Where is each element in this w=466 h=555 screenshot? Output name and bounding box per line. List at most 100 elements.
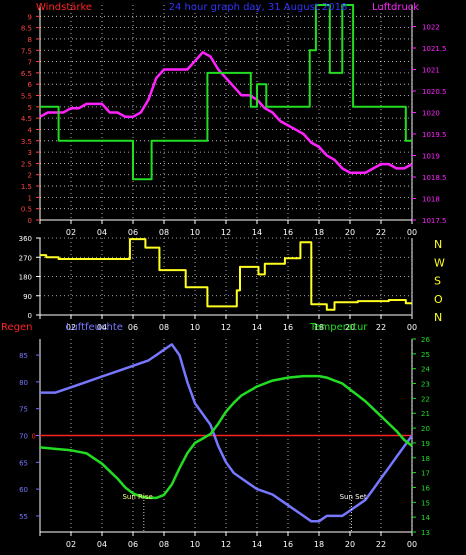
wind-pressure-xtick-label: 04 [97,228,107,237]
wind-direction-compass-label: W [434,256,445,269]
humidity-axis-title: Luftfeuchte [66,322,123,333]
wind-direction-ytick-label: 180 [19,274,32,282]
wind-pressure-xtick-label: 20 [345,228,355,237]
wind-speed-series-line [40,4,412,181]
humidity-ytick-label: 85 [19,352,28,360]
wind-ytick-label: 0.5 [21,206,32,214]
wind-direction-compass-label: N [434,311,442,324]
humidity-temperature-xtick-label: 10 [190,540,200,549]
wind-ytick-label: 3 [28,149,32,157]
temperature-ytick-label: 15 [421,499,430,507]
temperature-ytick-label: 24 [421,366,430,374]
pressure-axis-title: Luftdruck [372,2,419,13]
humidity-temperature-xtick-label: 06 [128,540,138,549]
pressure-ytick-label: 1022 [422,24,440,32]
pressure-ytick-label: 1020.5 [422,88,447,96]
temperature-ytick-label: 23 [421,381,430,389]
humidity-temperature-xtick-label: 20 [345,540,355,549]
wind-ytick-label: 8 [28,36,32,44]
wind-direction-compass-label: N [434,238,442,251]
wind-direction-compass-label: S [434,275,441,288]
wind-ytick-label: 6 [28,81,33,89]
temperature-ytick-label: 25 [421,351,430,359]
temperature-axis-title: Temperatur [309,322,368,333]
pressure-ytick-label: 1021 [422,67,440,75]
pressure-ytick-label: 1018 [422,196,440,204]
wind-pressure-xtick-label: 18 [314,228,324,237]
wind-ytick-label: 4.5 [21,115,32,123]
humidity-temperature-xtick-label: 02 [66,540,76,549]
pressure-ytick-label: 1018.5 [422,174,447,182]
wind-ytick-label: 1 [28,194,32,202]
humidity-temperature-xtick-label: 08 [159,540,169,549]
wind-direction-xtick-label: 00 [407,323,417,332]
temperature-ytick-label: 13 [421,529,430,537]
rain-ytick-label: 0 [32,433,36,441]
humidity-ytick-label: 70 [19,433,28,441]
wind-pressure-xtick-label: 16 [283,228,293,237]
wind-pressure-xtick-label: 10 [190,228,200,237]
wind-ytick-label: 4 [28,126,33,134]
wind-direction-xtick-label: 10 [190,323,200,332]
humidity-ytick-label: 55 [19,513,28,521]
wind-direction-xtick-label: 08 [159,323,169,332]
wind-ytick-label: 2 [28,172,32,180]
wind-direction-xtick-label: 04 [97,323,107,332]
wind-pressure-xtick-label: 22 [376,228,386,237]
wind-ytick-label: 0 [28,217,32,225]
humidity-temperature-xtick-label: 04 [97,540,107,549]
wind-direction-ytick-label: 270 [19,254,32,262]
wind-direction-xtick-label: 12 [221,323,231,332]
temperature-ytick-label: 19 [421,440,430,448]
wind-pressure-xtick-label: 06 [128,228,138,237]
wind-ytick-label: 6.5 [21,70,32,78]
wind-ytick-label: 1.5 [21,183,32,191]
temperature-ytick-label: 22 [421,395,430,403]
humidity-temperature-xtick-label: 12 [221,540,231,549]
temperature-ytick-label: 21 [421,410,430,418]
wind-direction-compass-label: O [434,293,443,306]
wind-ytick-label: 7 [28,59,32,67]
humidity-temperature-xtick-label: 18 [314,540,324,549]
sunrise-label: Sun Rise [122,493,152,501]
wind-direction-xtick-label: 16 [283,323,293,332]
wind-pressure-xtick-label: 12 [221,228,231,237]
chart-title: 24 hour graph day, 31 August 2018 [169,2,348,13]
humidity-series-line [40,343,414,523]
wind-ytick-label: 5.5 [21,93,32,101]
temperature-series-line [39,374,413,500]
wind-direction-ytick-label: 0 [28,312,32,320]
humidity-ytick-label: 80 [19,379,28,387]
humidity-ytick-label: 75 [19,406,28,414]
temperature-ytick-label: 26 [421,336,430,344]
sunset-label: Sun Set [340,493,367,501]
wind-pressure-xtick-label: 14 [252,228,262,237]
wind-direction-xtick-label: 06 [128,323,138,332]
rain-axis-title: Regen [1,322,33,333]
wind-ytick-label: 3.5 [21,138,32,146]
humidity-temperature-xtick-label: 00 [407,540,417,549]
humidity-ytick-label: 60 [19,486,28,494]
pressure-ytick-label: 1019 [422,153,440,161]
pressure-series-line [39,51,413,174]
wind-direction-xtick-label: 02 [66,323,76,332]
wind-ytick-label: 5 [28,104,32,112]
wind-ytick-label: 7.5 [21,47,32,55]
pressure-ytick-label: 1017.5 [422,217,447,225]
wind-direction-xtick-label: 18 [314,323,324,332]
temperature-ytick-label: 16 [421,484,430,492]
wind-direction-ytick-label: 360 [19,235,32,243]
pressure-ytick-label: 1020 [422,110,440,118]
temperature-ytick-label: 20 [421,425,430,433]
wind-pressure-xtick-label: 08 [159,228,169,237]
temperature-ytick-label: 14 [421,514,430,522]
wind-direction-xtick-label: 20 [345,323,355,332]
humidity-temperature-xtick-label: 16 [283,540,293,549]
wind-direction-series-line [40,238,412,311]
wind-ytick-label: 2.5 [21,160,32,168]
wind-pressure-xtick-label: 02 [66,228,76,237]
pressure-ytick-label: 1021.5 [422,45,447,53]
wind-ytick-label: 8.5 [21,25,32,33]
wind-pressure-xtick-label: 00 [407,228,417,237]
wind-ytick-label: 9 [28,13,32,21]
